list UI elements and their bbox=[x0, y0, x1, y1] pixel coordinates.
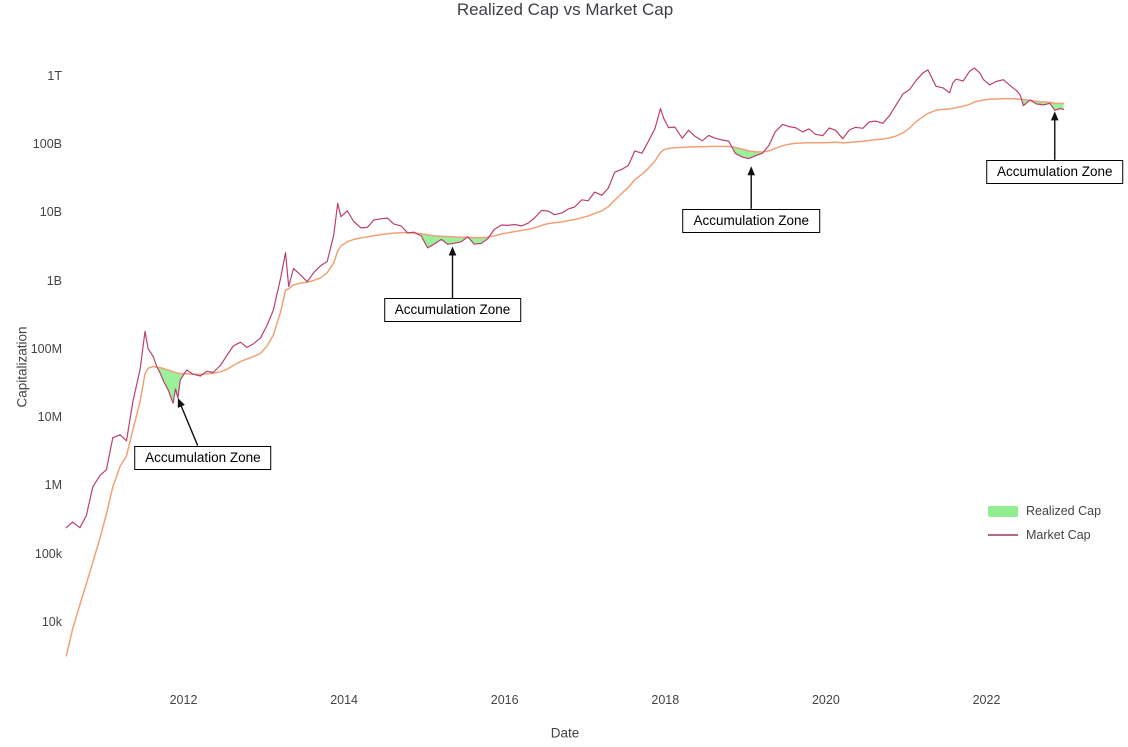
y-tick-label: 1B bbox=[46, 273, 62, 288]
annotation-arrow bbox=[179, 404, 199, 446]
x-tick-label: 2022 bbox=[972, 693, 1001, 707]
y-tick-label: 10M bbox=[37, 410, 62, 425]
y-axis-title: Capitalization bbox=[14, 326, 30, 408]
x-tick-label: 2014 bbox=[330, 693, 358, 707]
legend-item-market-cap[interactable]: Market Cap bbox=[988, 527, 1101, 543]
x-tick-label: 2012 bbox=[169, 693, 198, 707]
legend-swatch-realized-cap bbox=[988, 505, 1018, 517]
x-axis-title: Date bbox=[550, 725, 580, 741]
accumulation-zone-fill bbox=[157, 99, 1064, 404]
y-tick-label: 100M bbox=[30, 341, 62, 356]
annotation-box: Accumulation Zone bbox=[985, 160, 1124, 185]
annotation-box: Accumulation Zone bbox=[134, 446, 272, 471]
y-tick-label: 100k bbox=[34, 546, 62, 561]
legend-swatch-market-cap bbox=[988, 534, 1018, 536]
chart-title: Realized Cap vs Market Cap bbox=[456, 0, 674, 19]
x-tick-label: 2018 bbox=[651, 693, 680, 707]
y-tick-label: 1T bbox=[47, 68, 62, 83]
annotation-arrowhead bbox=[1050, 111, 1059, 121]
annotation-arrowhead bbox=[448, 246, 457, 256]
legend: Realized Cap Market Cap bbox=[988, 503, 1101, 551]
annotation-box: Accumulation Zone bbox=[383, 298, 522, 323]
legend-item-realized-cap[interactable]: Realized Cap bbox=[988, 503, 1101, 519]
legend-label-market-cap: Market Cap bbox=[1026, 528, 1091, 542]
annotation-box: Accumulation Zone bbox=[682, 209, 820, 234]
y-tick-label: 100B bbox=[32, 136, 62, 151]
y-tick-label: 10B bbox=[39, 205, 62, 220]
x-tick-label: 2016 bbox=[490, 693, 519, 707]
annotation-arrowhead bbox=[747, 166, 756, 176]
market-cap-line bbox=[65, 67, 1065, 529]
annotation-arrowhead bbox=[177, 398, 185, 408]
legend-label-realized-cap: Realized Cap bbox=[1026, 504, 1102, 518]
y-tick-label: 10k bbox=[41, 615, 62, 629]
realized-cap-line bbox=[65, 97, 1065, 657]
x-tick-label: 2020 bbox=[811, 693, 840, 707]
y-tick-label: 1M bbox=[44, 478, 62, 493]
